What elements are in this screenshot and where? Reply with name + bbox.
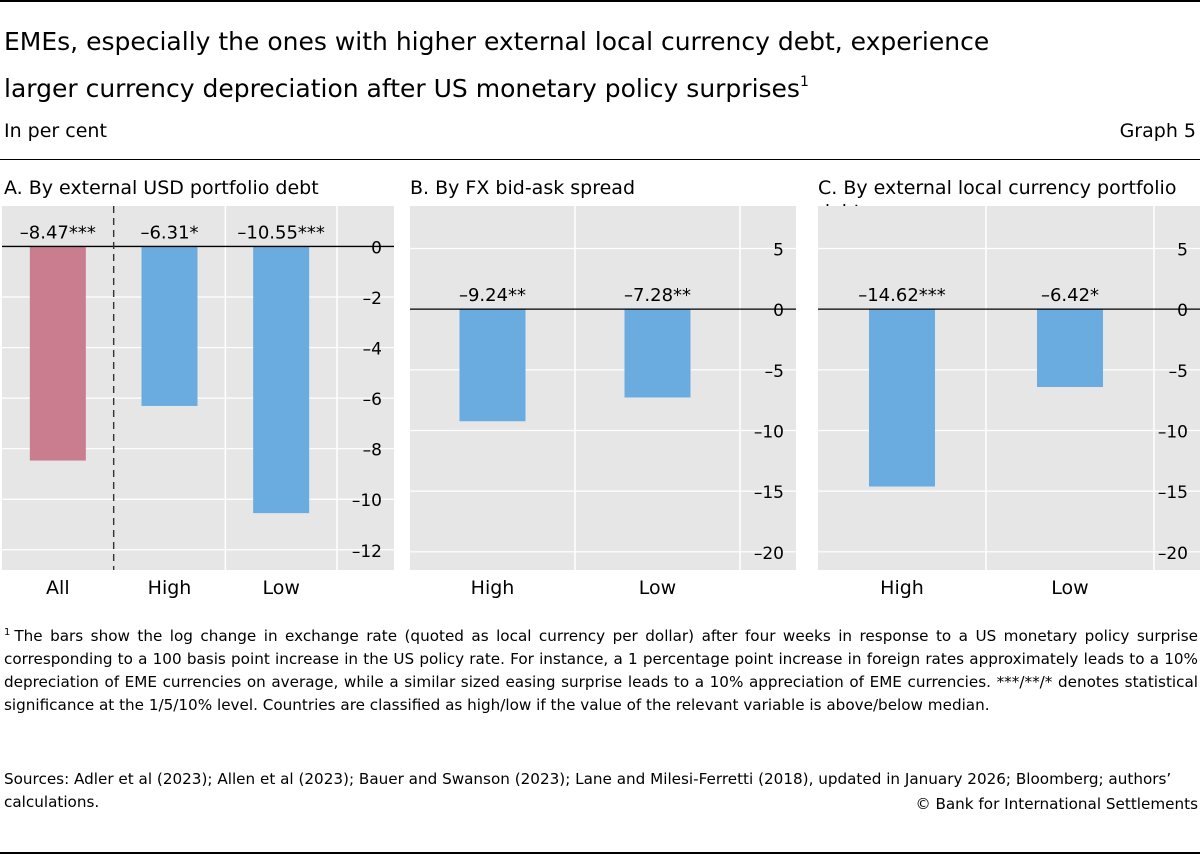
title-line-1: EMEs, especially the ones with higher ex… [4, 27, 990, 56]
bar-value-label: –9.24** [459, 285, 526, 306]
y-tick-label: –20 [1158, 544, 1188, 564]
bottom-rule [0, 852, 1200, 854]
x-category-label: High [148, 577, 192, 599]
footnote-marker: 1 [4, 627, 11, 638]
y-tick-label: 5 [1177, 240, 1188, 260]
x-category-label: Low [639, 577, 676, 599]
y-tick-label: –15 [754, 483, 784, 503]
bar [1037, 309, 1103, 388]
bar [869, 309, 935, 487]
graph-number: Graph 5 [1119, 120, 1196, 142]
y-tick-label: –12 [352, 542, 382, 562]
y-tick-label: –10 [754, 422, 784, 442]
chart-subtitle: In per cent [4, 120, 107, 142]
bar-value-label: –8.47*** [20, 222, 96, 243]
bar-value-label: –10.55*** [237, 222, 325, 243]
footnote: 1 The bars show the log change in exchang… [4, 621, 1198, 717]
bar [459, 309, 526, 422]
copyright: © Bank for International Settlements [915, 795, 1198, 813]
top-rule [0, 0, 1200, 2]
x-category-label: High [471, 577, 515, 599]
bar [624, 309, 691, 398]
panel-b-title: B. By FX bid-ask spread [410, 177, 636, 199]
panel-b-chart: 5 0 –5 –10 –15 –20 –9.24** High –7.28** Low [410, 206, 796, 599]
bar-value-label: –6.42* [1041, 285, 1099, 306]
bar [29, 246, 86, 461]
y-tick-label: 0 [773, 301, 784, 321]
bar [141, 246, 198, 406]
x-category-label: High [880, 577, 924, 599]
y-tick-label: 5 [773, 240, 784, 260]
header-rule [0, 159, 1200, 160]
panel-a-title: A. By external USD portfolio debt [4, 177, 319, 199]
y-tick-label: 0 [371, 238, 382, 258]
y-tick-label: –5 [1169, 362, 1188, 382]
y-tick-label: 0 [1177, 301, 1188, 321]
y-tick-label: –6 [363, 390, 382, 410]
bar-value-label: –14.62*** [858, 285, 946, 306]
bar-value-label: –6.31* [140, 222, 198, 243]
y-tick-label: –15 [1158, 483, 1188, 503]
bar-value-label: –7.28** [624, 285, 691, 306]
footnote-text: The bars show the log change in exchange… [4, 627, 1198, 714]
x-category-label: All [46, 577, 70, 599]
chart-title: EMEs, especially the ones with higher ex… [4, 22, 1104, 109]
y-tick-label: –20 [754, 544, 784, 564]
y-tick-label: –4 [363, 340, 382, 360]
sources: Sources: Adler et al (2023); Allen et al… [4, 770, 1172, 811]
title-line-2: larger currency depreciation after US mo… [4, 74, 800, 103]
y-tick-label: –5 [765, 362, 784, 382]
y-tick-label: –8 [363, 441, 382, 461]
bar [253, 246, 310, 514]
y-tick-label: –2 [363, 289, 382, 309]
y-tick-label: –10 [1158, 422, 1188, 442]
panel-a-chart: 0 –2 –4 –6 –8 –10 –12 –8.47*** All –6.31* High –10.… [2, 206, 394, 599]
x-category-label: Low [262, 577, 299, 599]
x-category-label: Low [1051, 577, 1088, 599]
y-tick-label: –10 [352, 491, 382, 511]
panel-c-chart: 5 0 –5 –10 –15 –20 –14.62*** High –6.42* Low [818, 206, 1200, 599]
title-footnote-ref: 1 [799, 74, 809, 90]
